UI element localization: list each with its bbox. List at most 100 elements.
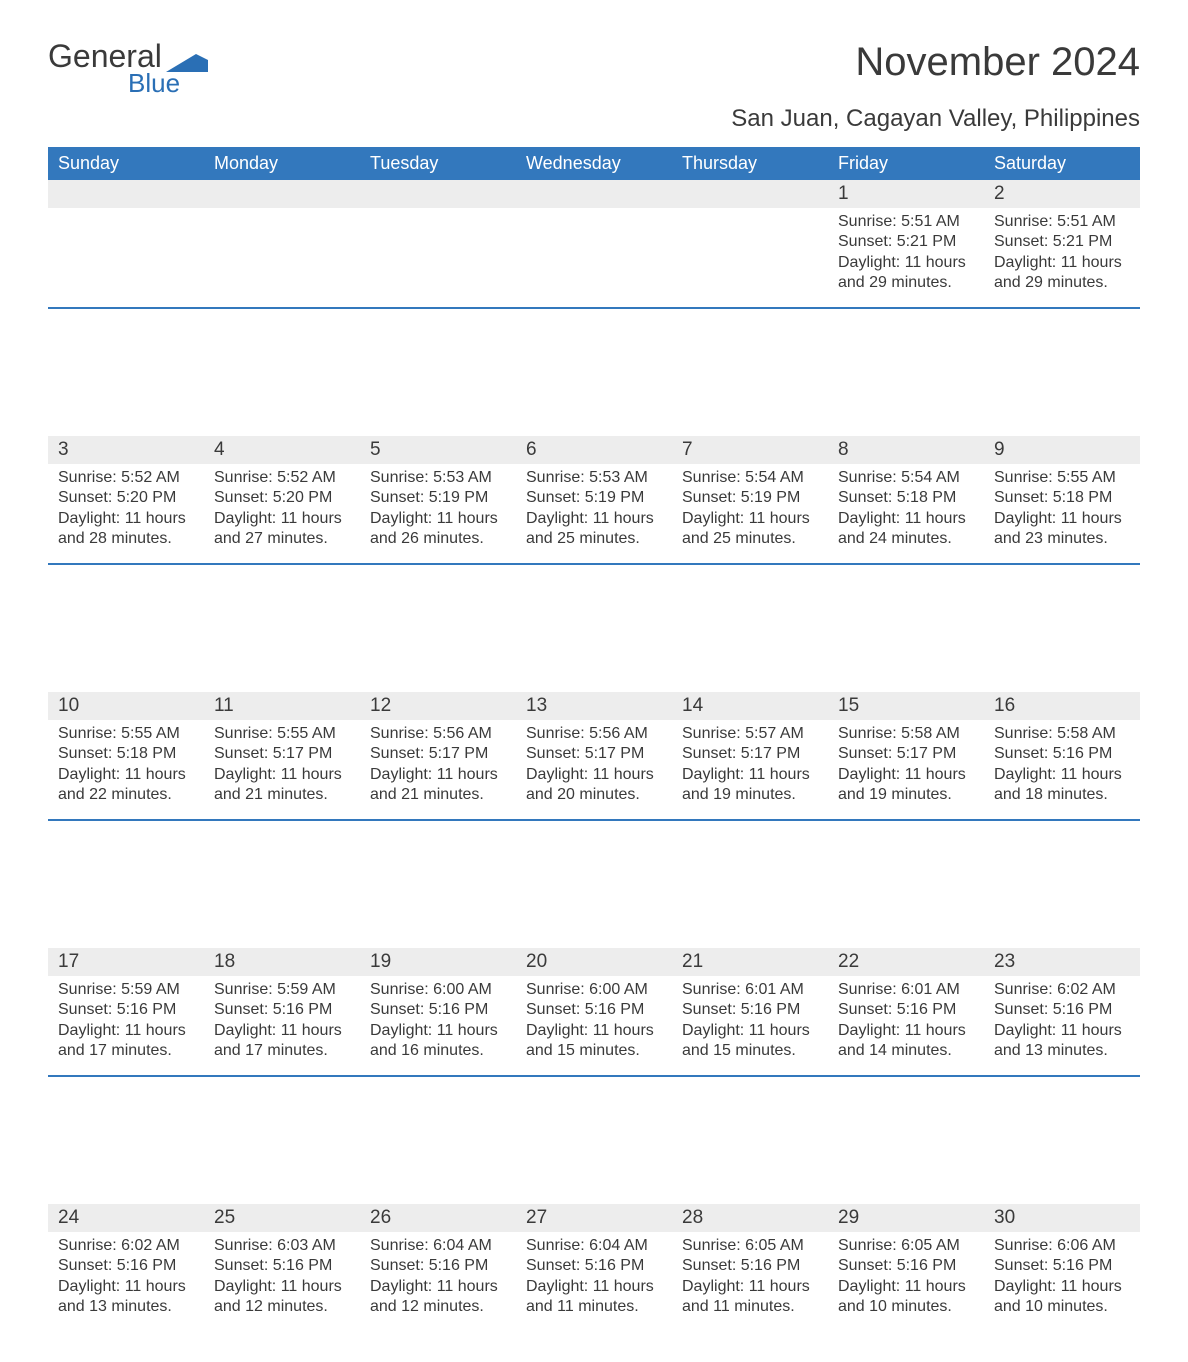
day-number: 26 (360, 1204, 516, 1232)
sunrise-line: Sunrise: 5:54 AM (682, 468, 818, 488)
week-separator (48, 564, 1140, 692)
day-number: 23 (984, 948, 1140, 976)
calendar-empty-cell (516, 180, 672, 308)
daylight-line: Daylight: 11 hours and 13 minutes. (994, 1021, 1130, 1062)
sunrise-line: Sunrise: 5:54 AM (838, 468, 974, 488)
calendar-day-cell: 26Sunrise: 6:04 AMSunset: 5:16 PMDayligh… (360, 1204, 516, 1332)
sunset-line: Sunset: 5:16 PM (838, 1256, 974, 1276)
daylight-line: Daylight: 11 hours and 26 minutes. (370, 509, 506, 550)
calendar-day-cell: 21Sunrise: 6:01 AMSunset: 5:16 PMDayligh… (672, 948, 828, 1076)
day-number: 22 (828, 948, 984, 976)
day-details: Sunrise: 6:01 AMSunset: 5:16 PMDaylight:… (672, 976, 828, 1068)
day-number: 24 (48, 1204, 204, 1232)
day-number: 21 (672, 948, 828, 976)
daylight-line: Daylight: 11 hours and 11 minutes. (682, 1277, 818, 1318)
daylight-line: Daylight: 11 hours and 22 minutes. (58, 765, 194, 806)
calendar-empty-cell (360, 180, 516, 308)
sunset-line: Sunset: 5:16 PM (214, 1000, 350, 1020)
sunset-line: Sunset: 5:16 PM (838, 1000, 974, 1020)
week-separator (48, 308, 1140, 436)
day-number: 4 (204, 436, 360, 464)
sunset-line: Sunset: 5:18 PM (994, 488, 1130, 508)
day-details: Sunrise: 5:56 AMSunset: 5:17 PMDaylight:… (516, 720, 672, 812)
sunset-line: Sunset: 5:16 PM (994, 1256, 1130, 1276)
calendar-day-cell: 29Sunrise: 6:05 AMSunset: 5:16 PMDayligh… (828, 1204, 984, 1332)
sunset-line: Sunset: 5:19 PM (370, 488, 506, 508)
day-details: Sunrise: 5:58 AMSunset: 5:16 PMDaylight:… (984, 720, 1140, 812)
sunset-line: Sunset: 5:21 PM (994, 232, 1130, 252)
weekday-header: Sunday (48, 147, 204, 180)
daylight-line: Daylight: 11 hours and 19 minutes. (682, 765, 818, 806)
calendar-day-cell: 4Sunrise: 5:52 AMSunset: 5:20 PMDaylight… (204, 436, 360, 564)
sunrise-line: Sunrise: 5:59 AM (214, 980, 350, 1000)
sunrise-line: Sunrise: 6:06 AM (994, 1236, 1130, 1256)
sunrise-line: Sunrise: 5:55 AM (214, 724, 350, 744)
day-details: Sunrise: 5:55 AMSunset: 5:18 PMDaylight:… (984, 464, 1140, 556)
calendar-day-cell: 9Sunrise: 5:55 AMSunset: 5:18 PMDaylight… (984, 436, 1140, 564)
day-details: Sunrise: 5:59 AMSunset: 5:16 PMDaylight:… (204, 976, 360, 1068)
sunset-line: Sunset: 5:16 PM (682, 1000, 818, 1020)
calendar-day-cell: 25Sunrise: 6:03 AMSunset: 5:16 PMDayligh… (204, 1204, 360, 1332)
day-number: 3 (48, 436, 204, 464)
daylight-line: Daylight: 11 hours and 24 minutes. (838, 509, 974, 550)
daylight-line: Daylight: 11 hours and 27 minutes. (214, 509, 350, 550)
calendar-day-cell: 22Sunrise: 6:01 AMSunset: 5:16 PMDayligh… (828, 948, 984, 1076)
sunrise-line: Sunrise: 5:53 AM (370, 468, 506, 488)
sunrise-line: Sunrise: 5:52 AM (214, 468, 350, 488)
daylight-line: Daylight: 11 hours and 15 minutes. (526, 1021, 662, 1062)
sunrise-line: Sunrise: 6:02 AM (994, 980, 1130, 1000)
calendar-week-row: 10Sunrise: 5:55 AMSunset: 5:18 PMDayligh… (48, 692, 1140, 820)
daylight-line: Daylight: 11 hours and 19 minutes. (838, 765, 974, 806)
calendar-day-cell: 28Sunrise: 6:05 AMSunset: 5:16 PMDayligh… (672, 1204, 828, 1332)
sunrise-line: Sunrise: 6:00 AM (370, 980, 506, 1000)
calendar-day-cell: 30Sunrise: 6:06 AMSunset: 5:16 PMDayligh… (984, 1204, 1140, 1332)
day-number (516, 180, 672, 208)
sunrise-line: Sunrise: 5:55 AM (58, 724, 194, 744)
calendar-day-cell: 6Sunrise: 5:53 AMSunset: 5:19 PMDaylight… (516, 436, 672, 564)
day-details: Sunrise: 6:02 AMSunset: 5:16 PMDaylight:… (48, 1232, 204, 1324)
calendar-empty-cell (672, 180, 828, 308)
day-number: 7 (672, 436, 828, 464)
daylight-line: Daylight: 11 hours and 10 minutes. (838, 1277, 974, 1318)
sunset-line: Sunset: 5:16 PM (370, 1000, 506, 1020)
calendar-day-cell: 16Sunrise: 5:58 AMSunset: 5:16 PMDayligh… (984, 692, 1140, 820)
sunrise-line: Sunrise: 6:03 AM (214, 1236, 350, 1256)
day-details: Sunrise: 6:02 AMSunset: 5:16 PMDaylight:… (984, 976, 1140, 1068)
week-separator (48, 1076, 1140, 1204)
calendar-day-cell: 19Sunrise: 6:00 AMSunset: 5:16 PMDayligh… (360, 948, 516, 1076)
calendar-day-cell: 27Sunrise: 6:04 AMSunset: 5:16 PMDayligh… (516, 1204, 672, 1332)
day-number: 12 (360, 692, 516, 720)
sunrise-line: Sunrise: 6:04 AM (526, 1236, 662, 1256)
daylight-line: Daylight: 11 hours and 17 minutes. (58, 1021, 194, 1062)
daylight-line: Daylight: 11 hours and 15 minutes. (682, 1021, 818, 1062)
sunset-line: Sunset: 5:21 PM (838, 232, 974, 252)
weekday-header: Wednesday (516, 147, 672, 180)
calendar-week-row: 1Sunrise: 5:51 AMSunset: 5:21 PMDaylight… (48, 180, 1140, 308)
sunrise-line: Sunrise: 6:01 AM (682, 980, 818, 1000)
sunrise-line: Sunrise: 5:51 AM (838, 212, 974, 232)
day-number: 20 (516, 948, 672, 976)
sunset-line: Sunset: 5:16 PM (526, 1000, 662, 1020)
day-details: Sunrise: 6:04 AMSunset: 5:16 PMDaylight:… (516, 1232, 672, 1324)
sunset-line: Sunset: 5:16 PM (370, 1256, 506, 1276)
calendar-day-cell: 12Sunrise: 5:56 AMSunset: 5:17 PMDayligh… (360, 692, 516, 820)
calendar-day-cell: 24Sunrise: 6:02 AMSunset: 5:16 PMDayligh… (48, 1204, 204, 1332)
calendar-empty-cell (48, 180, 204, 308)
day-details: Sunrise: 5:54 AMSunset: 5:19 PMDaylight:… (672, 464, 828, 556)
day-number: 17 (48, 948, 204, 976)
day-number: 9 (984, 436, 1140, 464)
day-details: Sunrise: 5:52 AMSunset: 5:20 PMDaylight:… (48, 464, 204, 556)
sunset-line: Sunset: 5:20 PM (58, 488, 194, 508)
weekday-header: Friday (828, 147, 984, 180)
daylight-line: Daylight: 11 hours and 18 minutes. (994, 765, 1130, 806)
daylight-line: Daylight: 11 hours and 29 minutes. (994, 253, 1130, 294)
day-number: 8 (828, 436, 984, 464)
calendar-day-cell: 13Sunrise: 5:56 AMSunset: 5:17 PMDayligh… (516, 692, 672, 820)
day-number: 15 (828, 692, 984, 720)
sunrise-line: Sunrise: 5:52 AM (58, 468, 194, 488)
day-number: 10 (48, 692, 204, 720)
day-details: Sunrise: 6:06 AMSunset: 5:16 PMDaylight:… (984, 1232, 1140, 1324)
sunset-line: Sunset: 5:16 PM (526, 1256, 662, 1276)
calendar-day-cell: 14Sunrise: 5:57 AMSunset: 5:17 PMDayligh… (672, 692, 828, 820)
calendar-week-row: 3Sunrise: 5:52 AMSunset: 5:20 PMDaylight… (48, 436, 1140, 564)
